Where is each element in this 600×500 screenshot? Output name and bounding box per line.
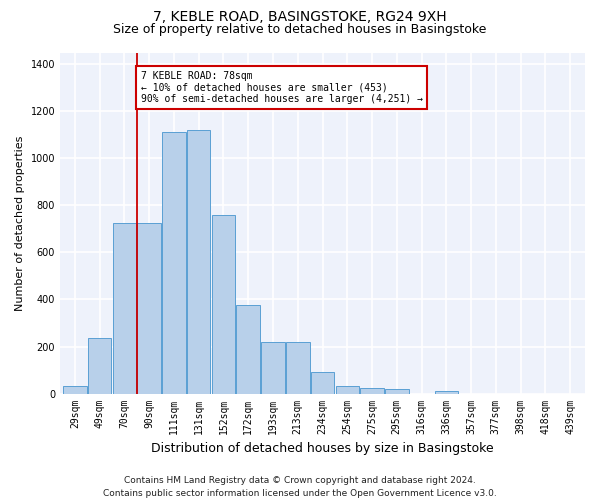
Bar bbox=[261, 342, 285, 394]
Bar bbox=[162, 132, 186, 394]
Text: 7, KEBLE ROAD, BASINGSTOKE, RG24 9XH: 7, KEBLE ROAD, BASINGSTOKE, RG24 9XH bbox=[153, 10, 447, 24]
Bar bbox=[63, 386, 86, 394]
Bar bbox=[137, 223, 161, 394]
Bar bbox=[286, 342, 310, 394]
Y-axis label: Number of detached properties: Number of detached properties bbox=[15, 136, 25, 310]
Bar bbox=[187, 130, 211, 394]
Text: Contains HM Land Registry data © Crown copyright and database right 2024.
Contai: Contains HM Land Registry data © Crown c… bbox=[103, 476, 497, 498]
Bar bbox=[311, 372, 334, 394]
Bar bbox=[236, 306, 260, 394]
Bar bbox=[88, 338, 112, 394]
Bar bbox=[212, 215, 235, 394]
Bar bbox=[335, 386, 359, 394]
Text: Size of property relative to detached houses in Basingstoke: Size of property relative to detached ho… bbox=[113, 22, 487, 36]
Text: 7 KEBLE ROAD: 78sqm
← 10% of detached houses are smaller (453)
90% of semi-detac: 7 KEBLE ROAD: 78sqm ← 10% of detached ho… bbox=[140, 71, 422, 104]
Bar bbox=[113, 223, 136, 394]
Bar bbox=[385, 390, 409, 394]
Bar bbox=[434, 391, 458, 394]
X-axis label: Distribution of detached houses by size in Basingstoke: Distribution of detached houses by size … bbox=[151, 442, 494, 455]
Bar bbox=[360, 388, 384, 394]
